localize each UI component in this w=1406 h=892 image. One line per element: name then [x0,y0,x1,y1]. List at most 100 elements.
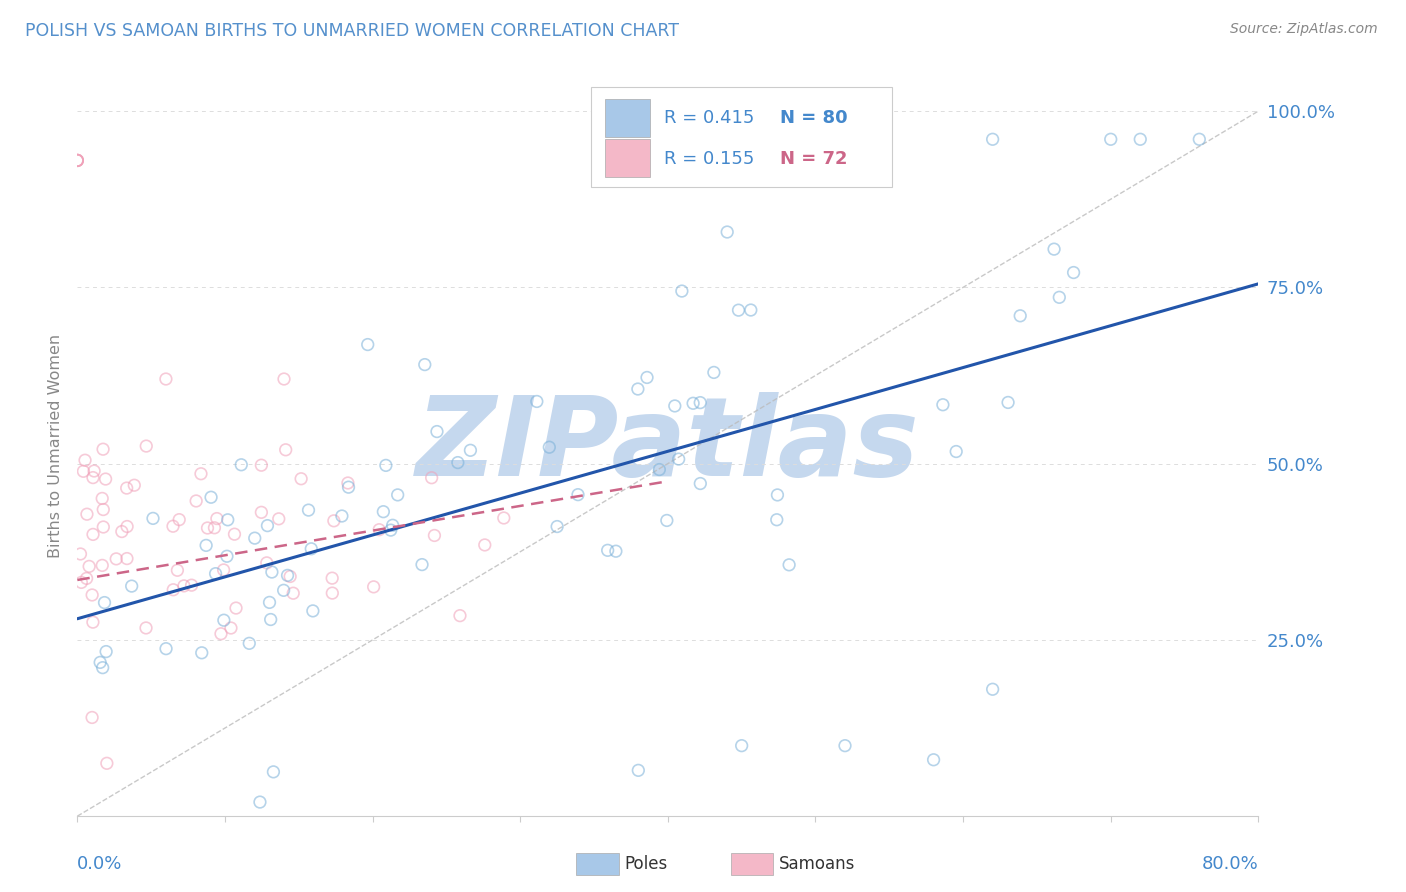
Point [474,538,496,552]
Point [96,756,118,771]
Point [648,462,671,476]
Point [82,470,104,484]
Point [162,519,184,533]
Point [249,795,271,809]
Point [1047,290,1070,304]
Point [357,337,380,351]
Point [66,153,89,168]
Point [250,458,273,473]
Text: ZIPatlas: ZIPatlas [416,392,920,500]
Point [283,586,305,600]
Point [636,370,658,384]
Point [260,613,283,627]
Point [277,568,299,582]
Point [82,588,104,602]
FancyBboxPatch shape [605,99,650,137]
Point [77,559,100,574]
Point [73,453,96,467]
Text: 0.0%: 0.0% [77,855,122,873]
Point [166,563,188,577]
Point [186,494,208,508]
Point [72,464,94,478]
Text: 80.0%: 80.0% [1202,855,1258,873]
FancyBboxPatch shape [605,139,650,178]
Point [204,521,226,535]
Point [91,558,114,573]
Text: N = 80: N = 80 [780,109,848,127]
Point [337,480,360,494]
Point [997,395,1019,409]
Point [321,571,343,585]
Point [322,514,344,528]
Point [1010,309,1032,323]
Point [932,398,955,412]
Point [689,476,711,491]
Point [526,394,548,409]
Point [655,513,678,527]
Point [142,511,165,525]
Point [447,456,470,470]
Point [69,547,91,561]
Point [373,505,395,519]
Point [212,613,235,627]
Point [596,543,619,558]
Text: Samoans: Samoans [779,855,855,873]
Text: N = 72: N = 72 [780,151,848,169]
Y-axis label: Births to Unmarried Women: Births to Unmarried Women [48,334,63,558]
Point [212,563,235,577]
Point [274,442,297,457]
Point [423,528,446,542]
Point [336,475,359,490]
Point [567,488,589,502]
Point [1099,132,1122,146]
Point [155,641,177,656]
Point [243,531,266,545]
Text: R = 0.155: R = 0.155 [664,151,755,169]
Point [449,608,471,623]
Point [111,524,134,539]
Point [605,544,627,558]
Point [834,739,856,753]
Point [716,225,738,239]
Point [224,527,246,541]
Point [135,621,157,635]
Point [225,601,247,615]
Point [703,366,725,380]
Point [197,521,219,535]
Point [162,582,184,597]
Point [94,472,117,486]
Point [70,575,93,590]
Point [766,488,789,502]
Point [374,458,396,473]
Point [1043,242,1066,256]
Point [155,372,177,386]
Point [538,440,561,454]
Point [627,764,650,778]
Point [1129,132,1152,146]
Point [381,518,404,533]
Point [256,556,278,570]
Text: POLISH VS SAMOAN BIRTHS TO UNMARRIED WOMEN CORRELATION CHART: POLISH VS SAMOAN BIRTHS TO UNMARRIED WOM… [25,22,679,40]
Point [922,753,945,767]
Point [426,425,449,439]
Point [121,579,143,593]
Point [260,565,283,579]
Point [627,382,650,396]
Point [273,372,295,386]
Point [945,444,967,458]
Point [259,595,281,609]
Point [219,621,242,635]
Point [93,596,115,610]
Point [209,626,232,640]
Point [290,472,312,486]
Point [180,578,202,592]
Point [91,502,114,516]
Point [66,153,89,168]
Point [83,464,105,478]
Point [460,443,482,458]
Point [671,284,693,298]
Point [682,396,704,410]
Point [380,523,402,537]
Point [91,442,114,457]
Point [267,512,290,526]
